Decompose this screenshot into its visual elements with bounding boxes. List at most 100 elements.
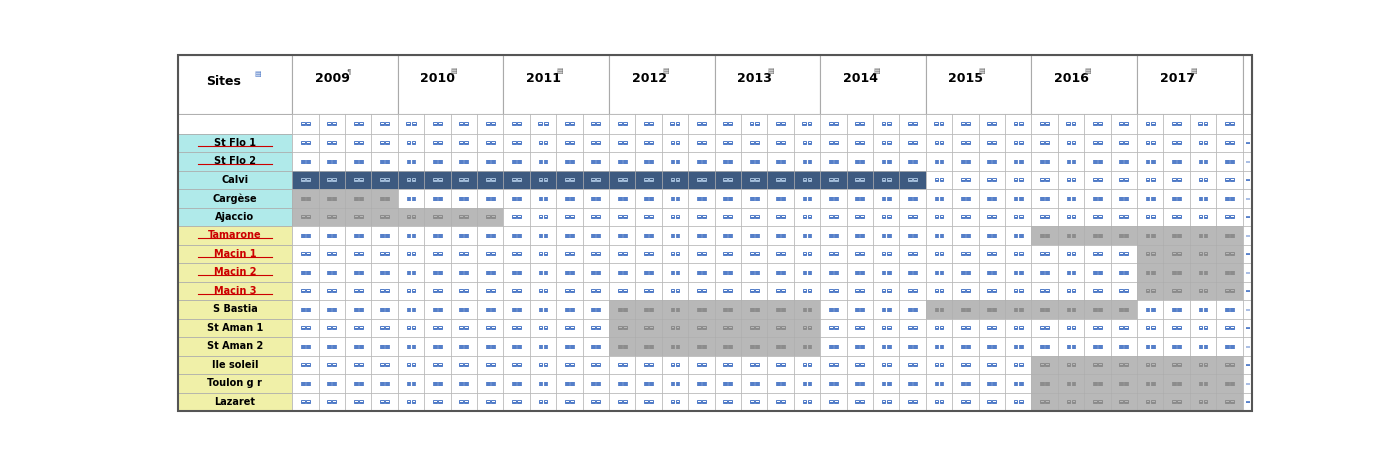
Bar	[1119, 273, 1123, 274]
Bar	[1031, 208, 1057, 226]
Bar	[1014, 365, 1017, 366]
Bar	[794, 245, 820, 263]
Bar	[961, 383, 965, 385]
Bar	[544, 402, 547, 403]
Bar	[802, 253, 806, 254]
Bar	[465, 141, 469, 143]
Bar	[855, 236, 859, 237]
Bar	[688, 134, 714, 152]
Bar	[345, 189, 371, 208]
Bar	[1045, 160, 1049, 161]
Bar	[1225, 383, 1229, 385]
Bar	[935, 143, 939, 145]
Bar	[412, 346, 416, 348]
Bar	[1177, 162, 1182, 163]
Bar	[597, 141, 600, 143]
Bar	[465, 124, 469, 125]
Bar	[618, 402, 622, 403]
Bar	[359, 160, 363, 161]
Bar	[1124, 364, 1129, 365]
Bar	[675, 141, 679, 143]
Bar	[597, 328, 600, 329]
Bar	[781, 160, 785, 161]
Bar	[887, 178, 890, 180]
Bar	[965, 178, 970, 180]
Bar	[1151, 253, 1155, 254]
Bar	[618, 254, 622, 255]
Bar	[671, 141, 674, 143]
Bar	[477, 263, 504, 282]
Bar	[177, 134, 292, 152]
Bar	[1014, 273, 1017, 274]
Bar	[1018, 180, 1023, 182]
Bar	[538, 382, 543, 383]
Bar	[1172, 143, 1176, 145]
Bar	[328, 291, 331, 292]
Bar	[385, 401, 389, 402]
Bar	[988, 234, 990, 235]
Bar	[914, 162, 917, 163]
Bar	[491, 178, 495, 180]
Bar	[635, 393, 661, 411]
Bar	[406, 199, 410, 200]
Bar	[318, 300, 345, 319]
Bar	[571, 141, 573, 143]
Bar	[432, 253, 437, 254]
Bar	[432, 383, 437, 385]
Bar	[794, 114, 820, 134]
Bar	[847, 356, 873, 374]
Bar	[714, 374, 741, 393]
Bar	[530, 337, 557, 356]
Bar	[728, 327, 732, 328]
Bar	[635, 189, 661, 208]
Bar	[1151, 402, 1155, 403]
Bar	[491, 197, 495, 198]
Bar	[477, 282, 504, 300]
Bar	[345, 393, 371, 411]
Bar	[432, 308, 437, 309]
Bar	[438, 234, 442, 235]
Bar	[459, 365, 463, 366]
Bar	[1225, 382, 1229, 383]
Bar	[491, 143, 495, 145]
Bar	[1177, 215, 1182, 217]
Bar	[477, 226, 504, 245]
Bar	[940, 383, 943, 385]
Bar	[755, 328, 759, 329]
Bar	[1045, 310, 1049, 311]
Bar	[618, 291, 622, 292]
Bar	[406, 290, 410, 291]
Bar	[385, 217, 389, 219]
Bar	[1151, 291, 1155, 292]
Bar	[802, 160, 806, 161]
Bar	[728, 197, 732, 198]
Bar	[755, 254, 759, 255]
Bar	[1124, 197, 1129, 198]
Bar	[557, 134, 583, 152]
Bar	[1057, 356, 1084, 374]
Bar	[1230, 160, 1233, 161]
Bar	[1092, 143, 1096, 145]
Bar	[635, 337, 661, 356]
Bar	[882, 253, 886, 254]
Bar	[538, 253, 543, 254]
Bar	[1151, 254, 1155, 255]
Bar	[591, 327, 596, 328]
Bar	[1204, 234, 1207, 235]
Bar	[940, 291, 943, 292]
Bar	[1014, 271, 1017, 272]
Bar	[688, 374, 714, 393]
Bar	[538, 178, 543, 180]
Bar	[649, 215, 653, 217]
Bar	[1172, 215, 1176, 217]
Bar	[1119, 310, 1123, 311]
Bar	[1151, 122, 1155, 124]
Bar	[485, 197, 490, 198]
Bar	[354, 253, 357, 254]
Bar	[834, 382, 838, 383]
Bar	[530, 189, 557, 208]
Bar	[530, 282, 557, 300]
Bar	[855, 180, 859, 182]
Bar	[332, 327, 336, 328]
Bar	[794, 374, 820, 393]
